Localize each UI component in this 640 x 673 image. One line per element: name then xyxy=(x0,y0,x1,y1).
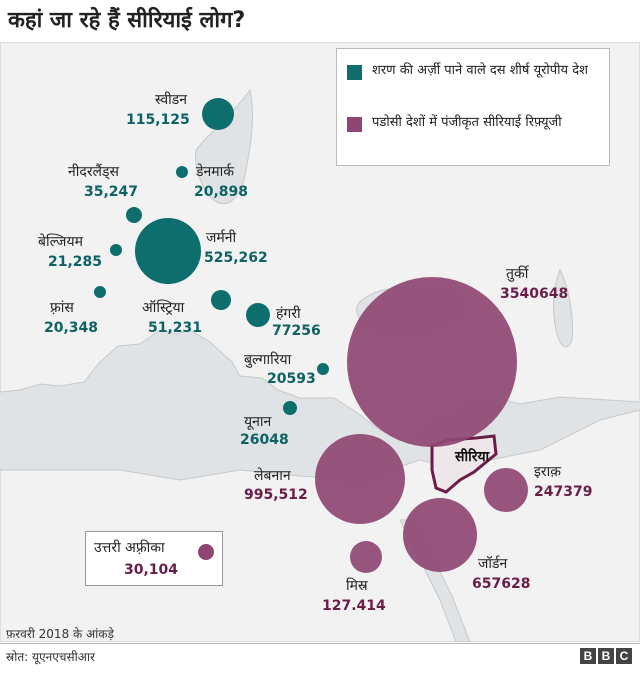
date-note: फ़रवरी 2018 के आंकड़े xyxy=(6,627,114,641)
label-turkey: तुर्की xyxy=(506,266,529,282)
label-greece: यूनान xyxy=(244,414,272,430)
value-denmark: 20,898 xyxy=(194,184,249,200)
value-france: 20,348 xyxy=(44,320,99,336)
label-austria: ऑस्ट्रिया xyxy=(142,300,185,316)
label-germany: जर्मनी xyxy=(206,230,237,246)
label-france: फ़्रांस xyxy=(50,300,74,316)
value-jordan: 657628 xyxy=(472,576,531,592)
north-africa-box: उत्तरी अफ़्रीका 30,104 xyxy=(85,531,223,586)
label-netherlands: नीदरलैंड्स xyxy=(68,164,120,180)
value-sweden: 115,125 xyxy=(126,112,190,128)
bbc-logo-letter-3: C xyxy=(616,648,632,664)
label-denmark: डेनमार्क xyxy=(196,164,235,180)
label-hungary: हंगरी xyxy=(276,306,301,322)
bubble-austria xyxy=(211,290,231,310)
value-germany: 525,262 xyxy=(204,250,268,266)
legend-item-neighbors: पडोसी देशों में पंजीकृत सीरियाई रिफ़्यूज… xyxy=(347,113,600,133)
value-bulgaria: 20593 xyxy=(267,371,316,387)
bubble-north-africa xyxy=(198,544,214,560)
bubble-lebanon xyxy=(315,434,405,524)
bubble-netherlands xyxy=(126,207,142,223)
value-iraq: 247379 xyxy=(534,484,593,500)
label-sweden: स्वीडन xyxy=(154,92,188,108)
label-lebanon: लेबनान xyxy=(254,468,291,484)
bubble-iraq xyxy=(484,468,528,512)
footer-divider xyxy=(0,643,640,644)
legend: शरण की अर्ज़ी पाने वाले दस शीर्ष यूरोपीय… xyxy=(336,48,610,166)
label-syria: सीरिया xyxy=(455,449,490,465)
value-lebanon: 995,512 xyxy=(244,487,308,503)
value-austria: 51,231 xyxy=(148,320,203,336)
label-bulgaria: बुल्गारिया xyxy=(244,352,292,368)
bubble-hungary xyxy=(246,303,270,327)
bubble-greece xyxy=(283,401,297,415)
bbc-logo-letter-2: B xyxy=(598,648,614,664)
legend-swatch-purple xyxy=(347,117,362,132)
label-egypt: मिस्र xyxy=(346,578,368,594)
bubble-france xyxy=(94,286,106,298)
bubble-sweden xyxy=(202,98,234,130)
value-north-africa: 30,104 xyxy=(124,562,179,578)
legend-item-top-ten: शरण की अर्ज़ी पाने वाले दस शीर्ष यूरोपीय… xyxy=(347,61,600,81)
value-hungary: 77256 xyxy=(272,323,321,339)
bbc-logo-letter-1: B xyxy=(580,648,596,664)
chart-title: कहां जा रहे हैं सीरियाई लोग? xyxy=(8,8,246,33)
bubble-belgium xyxy=(110,244,122,256)
value-turkey: 3540648 xyxy=(500,286,569,302)
legend-label-top-ten: शरण की अर्ज़ी पाने वाले दस शीर्ष यूरोपीय… xyxy=(372,63,588,78)
bubble-germany xyxy=(135,218,201,284)
caspian-sea xyxy=(552,268,573,348)
bbc-logo: B B C xyxy=(580,648,632,664)
label-belgium: बेल्जियम xyxy=(38,234,83,250)
label-iraq: इराक़ xyxy=(534,464,561,480)
bubble-turkey xyxy=(347,277,517,447)
label-jordan: जॉर्डन xyxy=(478,556,508,572)
bubble-egypt xyxy=(350,541,382,573)
label-north-africa: उत्तरी अफ़्रीका xyxy=(94,540,165,556)
legend-swatch-teal xyxy=(347,65,362,80)
value-egypt: 127.414 xyxy=(322,598,386,614)
bubble-denmark xyxy=(176,166,188,178)
source-text: स्रोत: यूएनएचसीआर xyxy=(6,650,95,664)
bubble-bulgaria xyxy=(317,363,329,375)
legend-label-neighbors: पडोसी देशों में पंजीकृत सीरियाई रिफ़्यूज… xyxy=(372,115,562,130)
bubble-jordan xyxy=(403,498,477,572)
value-netherlands: 35,247 xyxy=(84,184,139,200)
value-greece: 26048 xyxy=(240,432,289,448)
value-belgium: 21,285 xyxy=(48,254,103,270)
